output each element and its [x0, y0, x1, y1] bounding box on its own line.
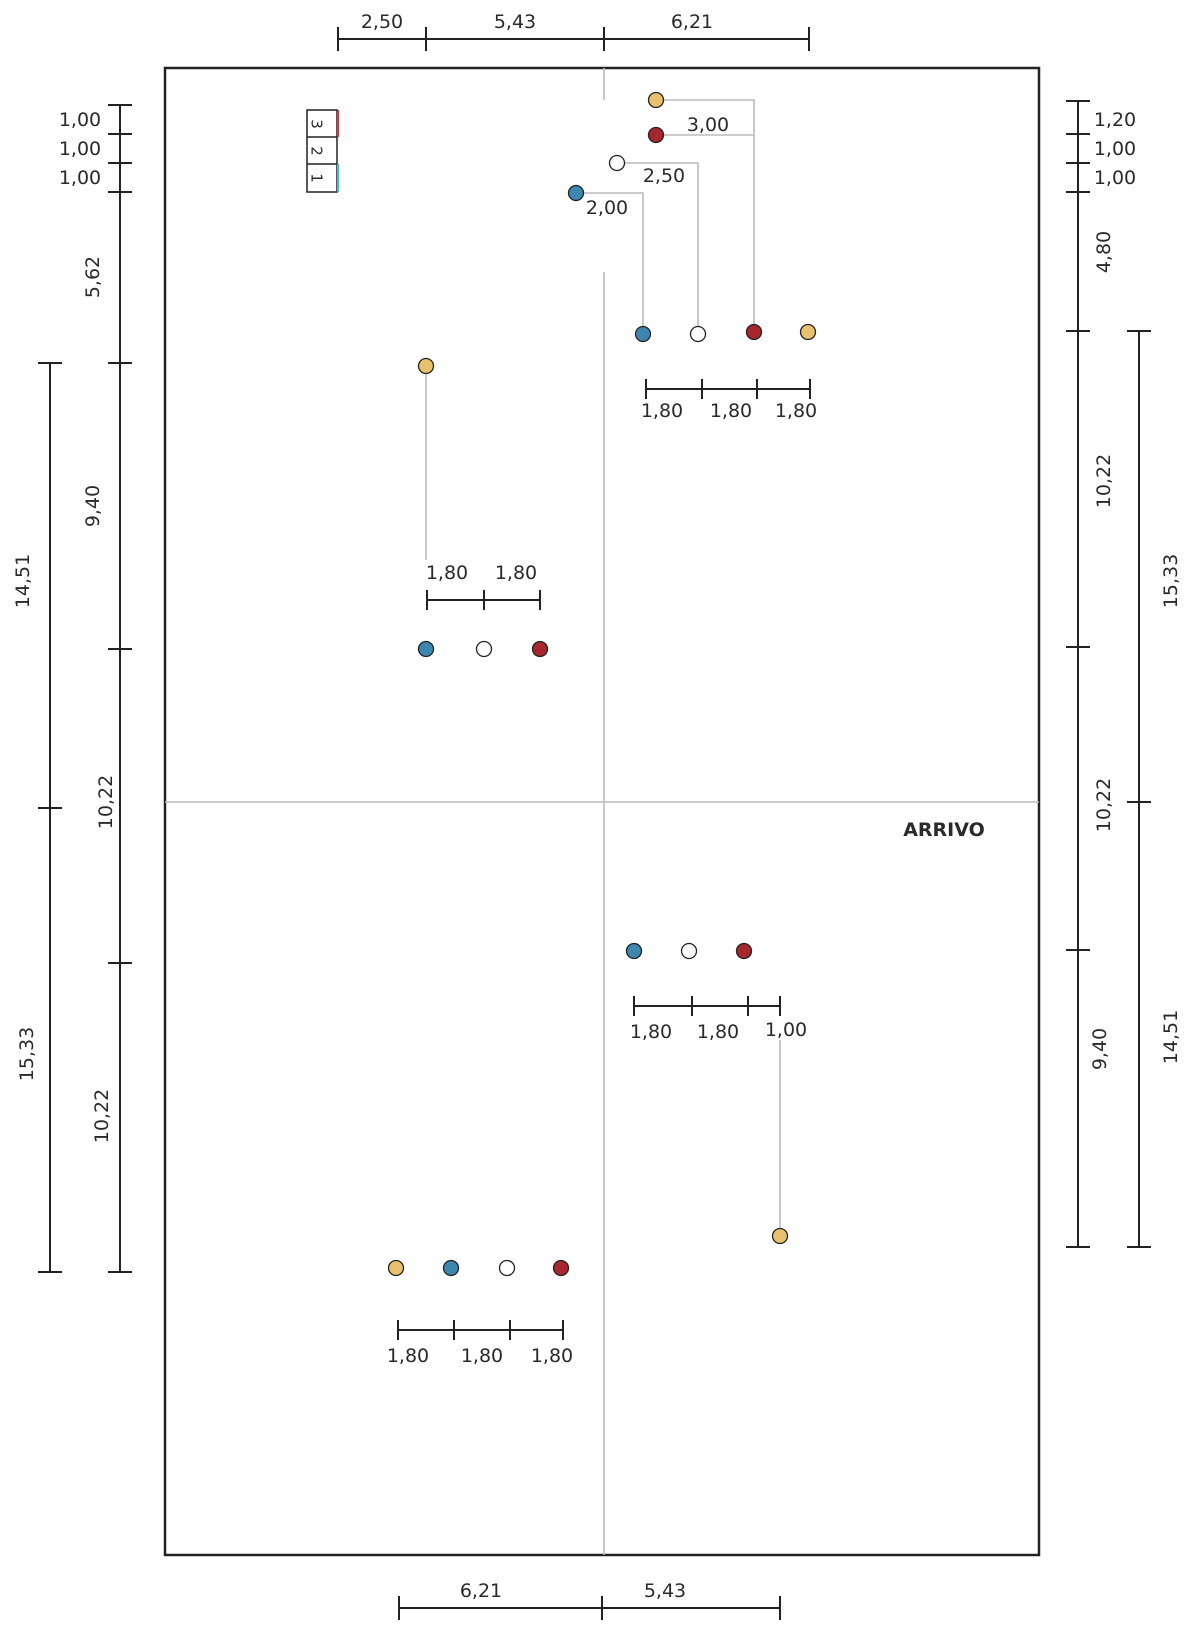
left-inner-dimension-label: 9,40 — [82, 485, 104, 527]
marker-white — [498, 1259, 516, 1277]
spacing-label: 1,80 — [630, 1021, 672, 1043]
marker-blue — [442, 1259, 460, 1277]
marker-blue — [634, 325, 652, 343]
spacing-label: 1,80 — [641, 400, 683, 422]
right-inner-dimension-label: 9,40 — [1089, 1028, 1111, 1070]
marker-blue — [625, 942, 643, 960]
marker-white — [608, 154, 626, 172]
spacing-scale-upper-left — [426, 590, 541, 610]
lane-label: 3 — [308, 119, 326, 129]
right-inner-dimension-line — [1066, 100, 1090, 1248]
finish-label: ARRIVO — [903, 819, 985, 841]
marker-yellow — [417, 357, 435, 375]
right-outer-dimension-label: 14,51 — [1160, 1010, 1182, 1064]
top-dimension-label: 5,43 — [494, 11, 536, 33]
marker-red — [735, 942, 753, 960]
spacing-label: 1,80 — [710, 400, 752, 422]
left-inner-dimension-label: 5,62 — [82, 256, 104, 298]
marker-red — [745, 323, 763, 341]
spacing-label: 1,80 — [387, 1345, 429, 1367]
spacing-scale-lower-left — [397, 1320, 564, 1340]
marker-yellow — [771, 1227, 789, 1245]
bottom-dimension-line — [398, 1596, 781, 1620]
marker-blue — [417, 640, 435, 658]
marker-red — [531, 640, 549, 658]
left-inner-dimension-label: 1,00 — [59, 138, 101, 160]
top-dimension-label: 6,21 — [671, 11, 713, 33]
offset-label: 2,50 — [643, 165, 685, 187]
bottom-dimension-label: 5,43 — [644, 1580, 686, 1602]
right-inner-dimension-label: 10,22 — [1093, 454, 1115, 508]
left-inner-dimension-label: 10,22 — [95, 775, 117, 829]
spacing-scale-lower-right — [633, 996, 781, 1016]
offset-label: 2,00 — [586, 197, 628, 219]
spacing-label: 1,80 — [426, 562, 468, 584]
top-dimension-label: 2,50 — [361, 11, 403, 33]
marker-white — [680, 942, 698, 960]
right-inner-dimension-label: 10,22 — [1093, 778, 1115, 832]
right-inner-dimension-label: 1,00 — [1094, 138, 1136, 160]
top-dimension-line — [337, 27, 810, 51]
spacing-label: 1,80 — [495, 562, 537, 584]
marker-white — [475, 640, 493, 658]
lane-label: 2 — [308, 146, 326, 156]
spacing-label: 1,80 — [461, 1345, 503, 1367]
left-inner-dimension-label: 1,00 — [59, 109, 101, 131]
spacing-label: 1,80 — [775, 400, 817, 422]
right-outer-dimension-label: 15,33 — [1160, 554, 1182, 608]
marker-white — [689, 325, 707, 343]
marker-blue — [567, 184, 585, 202]
bottom-dimension-label: 6,21 — [460, 1580, 502, 1602]
right-inner-dimension-label: 1,20 — [1094, 109, 1136, 131]
left-inner-dimension-label: 1,00 — [59, 167, 101, 189]
left-outer-dimension-label: 15,33 — [16, 1027, 38, 1081]
marker-yellow — [387, 1259, 405, 1277]
marker-yellow — [647, 91, 665, 109]
guide-lines-top-right — [576, 99, 755, 332]
offset-label: 3,00 — [687, 114, 729, 136]
spacing-label: 1,80 — [531, 1345, 573, 1367]
left-outer-dimension-label: 14,51 — [12, 554, 34, 608]
spacing-label: 1,80 — [697, 1021, 739, 1043]
court-outline — [163, 66, 1041, 1557]
spacing-scale-top-right — [645, 379, 811, 399]
lane-label: 1 — [308, 173, 326, 183]
left-inner-dimension-label: 10,22 — [91, 1089, 113, 1143]
marker-yellow — [799, 323, 817, 341]
marker-red — [552, 1259, 570, 1277]
lane-boxes: 3 2 1 — [306, 109, 339, 193]
right-outer-dimension-line — [1127, 330, 1151, 1248]
spacing-label: 1,00 — [765, 1019, 807, 1041]
right-inner-dimension-label: 1,00 — [1094, 167, 1136, 189]
left-inner-dimension-line — [108, 104, 132, 1273]
marker-red — [647, 126, 665, 144]
left-outer-dimension-line — [38, 362, 62, 1273]
right-inner-dimension-label: 4,80 — [1093, 231, 1115, 273]
